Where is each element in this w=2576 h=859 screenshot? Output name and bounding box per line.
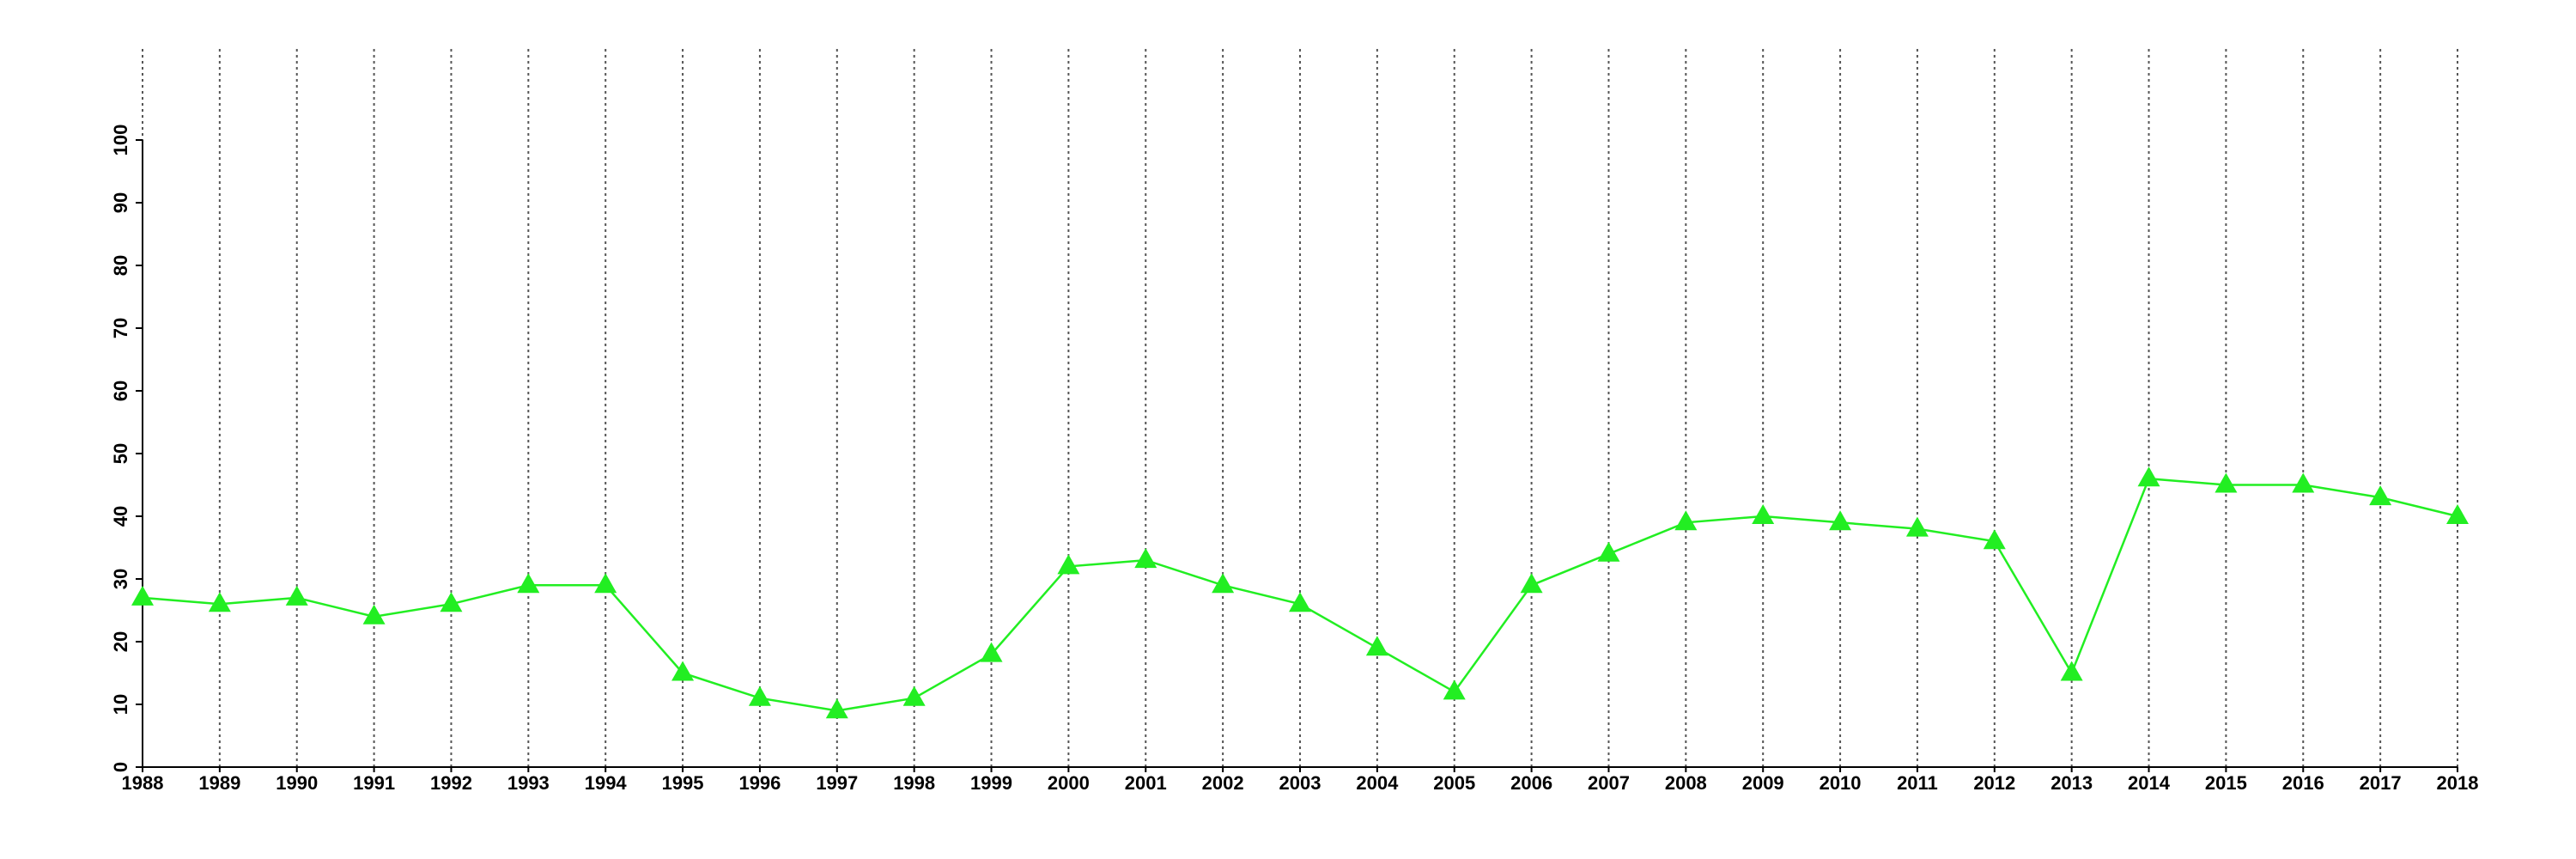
data-point <box>1134 548 1157 569</box>
data-point <box>980 642 1003 662</box>
data-point <box>1829 510 1852 531</box>
data-point <box>1289 592 1311 612</box>
data-point <box>2369 485 2392 506</box>
y-tick-label: 70 <box>110 318 131 338</box>
x-tick-label: 1988 <box>122 772 164 794</box>
x-tick-label: 1990 <box>276 772 318 794</box>
data-point <box>594 573 617 594</box>
y-tick-label: 100 <box>110 125 131 156</box>
x-tick-label: 1998 <box>893 772 935 794</box>
data-point <box>362 604 386 624</box>
y-tick-label: 90 <box>110 192 131 213</box>
data-point <box>285 585 308 606</box>
x-tick-label: 1994 <box>585 772 628 794</box>
x-tick-label: 1995 <box>662 772 704 794</box>
y-tick-label: 40 <box>110 506 131 527</box>
x-tick-label: 2017 <box>2360 772 2402 794</box>
x-tick-label: 2001 <box>1125 772 1167 794</box>
data-point <box>2137 466 2160 487</box>
data-point <box>1674 510 1698 531</box>
x-tick-label: 2013 <box>2050 772 2093 794</box>
x-tick-label: 2006 <box>1510 772 1552 794</box>
x-tick-label: 1992 <box>430 772 472 794</box>
data-point <box>671 661 695 681</box>
x-tick-label: 2007 <box>1588 772 1630 794</box>
data-point <box>2060 661 2083 681</box>
x-tick-label: 2010 <box>1820 772 1862 794</box>
data-point <box>2446 504 2469 524</box>
y-tick-label: 20 <box>110 631 131 652</box>
x-tick-label: 2005 <box>1433 772 1475 794</box>
x-tick-label: 2018 <box>2437 772 2479 794</box>
data-point <box>1752 504 1775 524</box>
data-point <box>1057 554 1080 575</box>
x-tick-label: 2015 <box>2205 772 2247 794</box>
x-tick-label: 2004 <box>1356 772 1399 794</box>
x-tick-label: 2008 <box>1665 772 1707 794</box>
x-tick-label: 2003 <box>1279 772 1321 794</box>
data-point <box>1905 516 1929 537</box>
data-point <box>208 592 231 612</box>
data-point <box>902 685 926 706</box>
data-point <box>1520 573 1543 594</box>
data-point <box>2292 472 2315 493</box>
y-tick-label: 30 <box>110 569 131 589</box>
x-tick-label: 2000 <box>1048 772 1090 794</box>
x-tick-label: 2002 <box>1202 772 1244 794</box>
x-tick-label: 1997 <box>816 772 858 794</box>
data-point <box>1365 636 1388 656</box>
x-tick-label: 1996 <box>738 772 781 794</box>
y-tick-label: 0 <box>110 762 131 772</box>
x-tick-label: 2016 <box>2282 772 2324 794</box>
data-point <box>748 685 771 706</box>
y-tick-label: 60 <box>110 381 131 401</box>
data-point <box>131 585 154 606</box>
y-tick-label: 10 <box>110 694 131 715</box>
x-tick-label: 1989 <box>198 772 240 794</box>
x-tick-label: 2012 <box>1973 772 2015 794</box>
data-point <box>1443 679 1466 700</box>
x-tick-label: 1999 <box>970 772 1012 794</box>
data-point <box>440 592 463 612</box>
data-point <box>517 573 540 594</box>
data-point <box>1597 541 1620 562</box>
y-tick-label: 80 <box>110 255 131 276</box>
x-tick-label: 1991 <box>353 772 395 794</box>
data-point <box>2215 472 2238 493</box>
y-tick-label: 50 <box>110 443 131 464</box>
x-tick-label: 2014 <box>2128 772 2171 794</box>
data-point <box>825 698 848 719</box>
data-point <box>1212 573 1235 594</box>
x-tick-label: 1993 <box>507 772 550 794</box>
x-tick-label: 2009 <box>1742 772 1784 794</box>
x-tick-label: 2011 <box>1897 772 1938 794</box>
data-point <box>1983 529 2006 550</box>
